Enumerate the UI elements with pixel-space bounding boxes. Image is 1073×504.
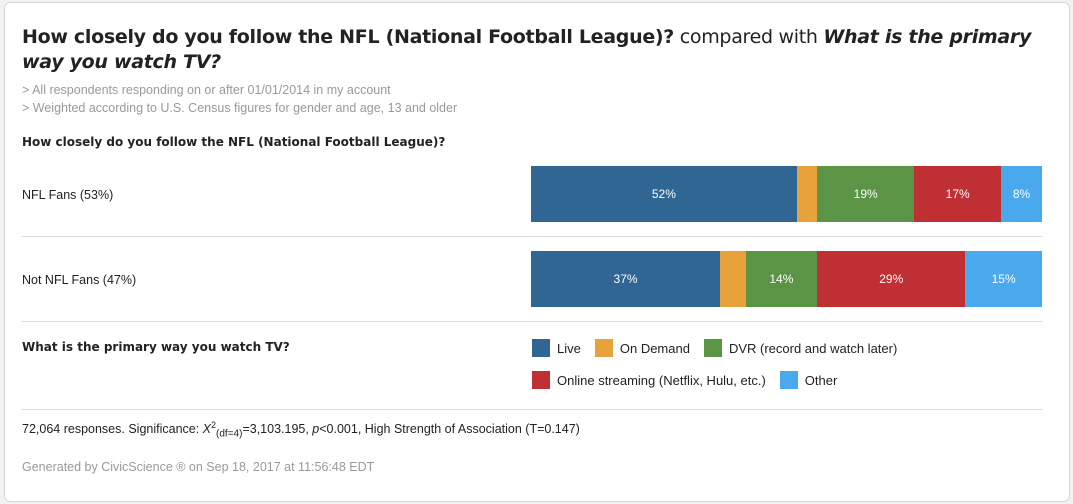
legend-swatch (779, 371, 798, 389)
legend-item: On Demand (594, 339, 690, 357)
data-label: 17% (945, 187, 970, 201)
bar-segment-online: 17% (914, 166, 1002, 222)
data-label: 29% (879, 272, 904, 286)
bar-segment-on (796, 166, 818, 222)
legend-label: DVR (record and watch later) (728, 340, 898, 356)
legend-item: DVR (record and watch later) (703, 339, 898, 357)
legend-label: Online streaming (Netflix, Hulu, etc.) (557, 372, 766, 388)
bar-not-nfl-fans: 37% 14% 29% 15% (531, 251, 1042, 307)
legend-label: On Demand (619, 340, 690, 356)
legend-question: What is the primary way you watch TV? (22, 340, 290, 354)
legend-label: Other (804, 372, 838, 388)
title-connector: compared with (674, 26, 824, 48)
divider (22, 321, 1042, 322)
data-label: 15% (991, 272, 1016, 286)
filter-weighting: > Weighted according to U.S. Census figu… (22, 101, 458, 115)
legend-item: Other (779, 371, 838, 389)
bar-segment-online: 29% (817, 251, 966, 307)
bar-segment-live: 52% (531, 166, 797, 222)
chi-value: =3,103.195, (242, 422, 313, 437)
legend-swatch (532, 371, 550, 389)
data-label: 52% (651, 187, 676, 201)
bar-nfl-fans: 52% 19% 17% 8% (531, 166, 1042, 222)
legend-label: Live (557, 340, 581, 356)
bar-segment-other: 15% (965, 251, 1042, 307)
data-label: 37% (613, 272, 638, 286)
divider (22, 409, 1042, 410)
responses-text: 72,064 responses. Significance: (22, 422, 203, 437)
legend-swatch (532, 339, 550, 357)
row-label-nfl-fans: NFL Fans (53%) (22, 188, 114, 202)
legend-swatch (703, 339, 722, 357)
title-question-2: What is the primary way you watch TV? (22, 26, 1032, 73)
p-symbol: p (312, 422, 320, 437)
divider (22, 236, 1042, 237)
row-label-not-nfl-fans: Not NFL Fans (47%) (22, 273, 137, 287)
legend-swatch (594, 339, 613, 357)
chi-sup: 2 (211, 420, 217, 430)
chi-symbol: X (202, 422, 212, 437)
row-question: How closely do you follow the NFL (Natio… (22, 135, 446, 149)
chi-sub: (df=4) (216, 428, 243, 440)
data-label: 8% (1012, 187, 1031, 201)
p-value: <0.001, High Strength of Association (T=… (319, 422, 580, 437)
legend: Live On Demand DVR (record and watch later… (532, 339, 1052, 403)
title-question-1: How closely do you follow the NFL (Natio… (22, 26, 675, 48)
bar-segment-dvr: 19% (817, 166, 915, 222)
data-label: 14% (769, 272, 794, 286)
bar-segment-dvr: 14% (745, 251, 818, 307)
bar-segment-other: 8% (1001, 166, 1042, 222)
generated-by: Generated by CivicScience ® on Sep 18, 2… (22, 460, 375, 474)
legend-item: Online streaming (Netflix, Hulu, etc.) (532, 371, 766, 389)
data-label: 19% (853, 187, 878, 201)
legend-item: Live (532, 339, 581, 357)
bar-segment-on (720, 251, 746, 307)
chart-title: How closely do you follow the NFL (Natio… (22, 25, 1032, 75)
bar-segment-live: 37% (531, 251, 721, 307)
significance-note: 72,064 responses. Significance: X2(df=4)… (22, 420, 580, 440)
filter-respondents: > All respondents responding on or after… (22, 83, 391, 97)
